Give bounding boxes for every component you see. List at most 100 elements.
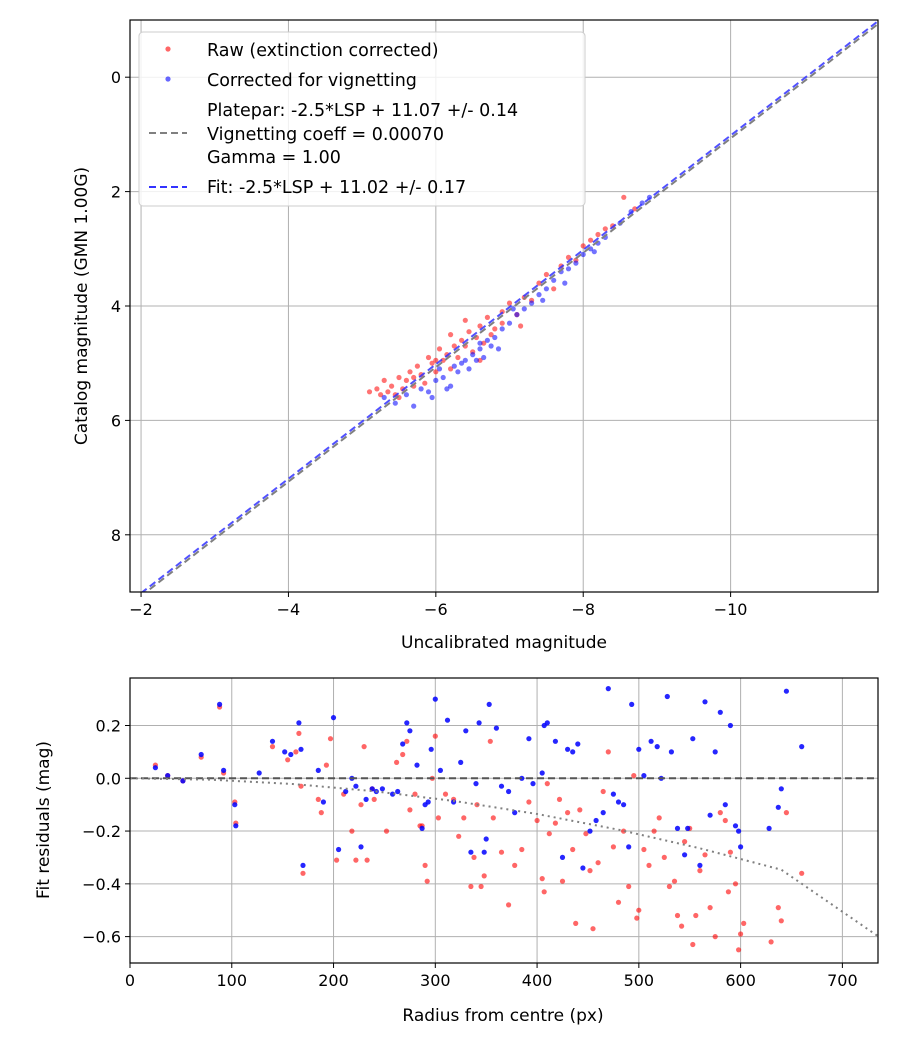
y-tick-label: 8 [111,526,121,545]
raw-data-point [570,846,576,853]
corrected-data-point [473,781,479,787]
raw-data-point [394,759,400,766]
corrected-data-point [298,746,304,752]
raw-data-point [433,357,439,363]
x-tick-label: −8 [571,600,595,619]
corrected-data-point [682,852,688,858]
x-tick-label: −2 [129,600,153,619]
corrected-data-point [165,773,171,779]
corrected-data-point [565,746,571,752]
corrected-data-point [562,280,568,286]
corrected-data-point [440,374,446,381]
raw-data-point [674,912,681,919]
corrected-data-point [539,770,545,776]
raw-data-point [366,389,373,395]
raw-data-point [353,857,359,863]
corrected-data-point [492,334,498,341]
raw-data-point [396,374,402,381]
corrected-data-point [392,400,398,406]
corrected-data-point [738,844,744,850]
raw-data-point [636,907,642,913]
x-tick-label: 600 [725,971,756,990]
corrected-data-point [499,326,505,332]
corrected-data-point [448,383,454,389]
raw-data-point [646,862,652,869]
raw-data-point [543,271,550,278]
corrected-data-point [530,781,536,787]
raw-data-point [588,237,594,243]
x-tick-label: 200 [318,971,349,990]
legend-raw-label: Raw (extinction corrected) [207,41,439,61]
corrected-data-point [358,844,364,850]
x-tick-label: 100 [216,971,247,990]
corrected-data-point [506,788,512,795]
corrected-data-point [433,377,439,383]
legend-platepar-line3: Gamma = 1.00 [207,148,341,168]
corrected-data-point [783,688,790,694]
corrected-data-point [444,717,451,723]
y-tick-label: 6 [111,411,121,430]
raw-data-point [722,817,728,824]
corrected-data-point [407,728,413,734]
raw-data-point [448,332,454,338]
corrected-data-point [269,738,276,744]
corrected-data-point [570,749,576,755]
raw-data-point [512,862,518,869]
corrected-data-point [778,786,784,792]
raw-data-point [799,870,805,876]
corrected-data-point [712,749,718,755]
bottom-x-ticks: 0 100 200 300 400 500 600 700 [125,963,858,990]
raw-data-point [775,905,781,911]
corrected-data-point [521,306,527,312]
y-tick-label: −0.4 [82,875,121,894]
top-chart: −2 −4 −6 −8 −10 0 2 4 6 8 Uncalibrated magnitude… [72,19,879,653]
raw-data-point [455,354,461,361]
corrected-data-point [626,844,632,850]
corrected-data-point [529,300,535,306]
raw-data-point [424,878,430,884]
raw-data-point [462,317,468,323]
corrected-data-point [282,749,288,755]
raw-data-point [602,226,608,232]
raw-data-point [631,773,637,779]
raw-data-point [595,860,601,866]
raw-data-point [590,926,596,932]
raw-data-point [451,343,457,349]
corrected-data-point [320,799,326,805]
corrected-data-point [411,403,417,409]
corrected-data-point [544,720,550,726]
raw-data-point [459,337,465,343]
corrected-data-point [615,799,622,805]
corrected-data-point [654,744,660,750]
legend-corrected-label: Corrected for vignetting [207,71,417,91]
corrected-data-point [551,277,557,283]
raw-data-point [285,757,291,763]
raw-data-point [456,833,462,839]
corrected-data-point [400,741,406,747]
raw-data-point [610,844,617,850]
raw-data-point [432,733,438,739]
corrected-data-point [685,825,691,832]
corrected-data-point [526,736,532,742]
corrected-data-point [702,699,708,705]
raw-data-point [442,791,449,797]
corrected-data-point [488,343,494,349]
raw-data-point [296,730,302,737]
corrected-data-point [436,366,443,372]
corrected-data-point [512,810,518,816]
raw-data-point [679,923,685,929]
raw-data-point [707,905,713,911]
raw-data-point [577,807,583,813]
corrected-data-point [419,825,425,832]
raw-data-point [556,796,563,803]
corrected-data-point [425,799,431,805]
raw-data-point [269,744,276,750]
raw-data-point [403,377,409,383]
corrected-data-point [451,363,457,369]
raw-data-point [717,810,723,816]
top-legend: Raw (extinction corrected) Corrected for… [138,31,586,207]
corrected-data-point [458,759,464,766]
raw-data-point [565,810,571,816]
raw-data-point [293,749,299,755]
